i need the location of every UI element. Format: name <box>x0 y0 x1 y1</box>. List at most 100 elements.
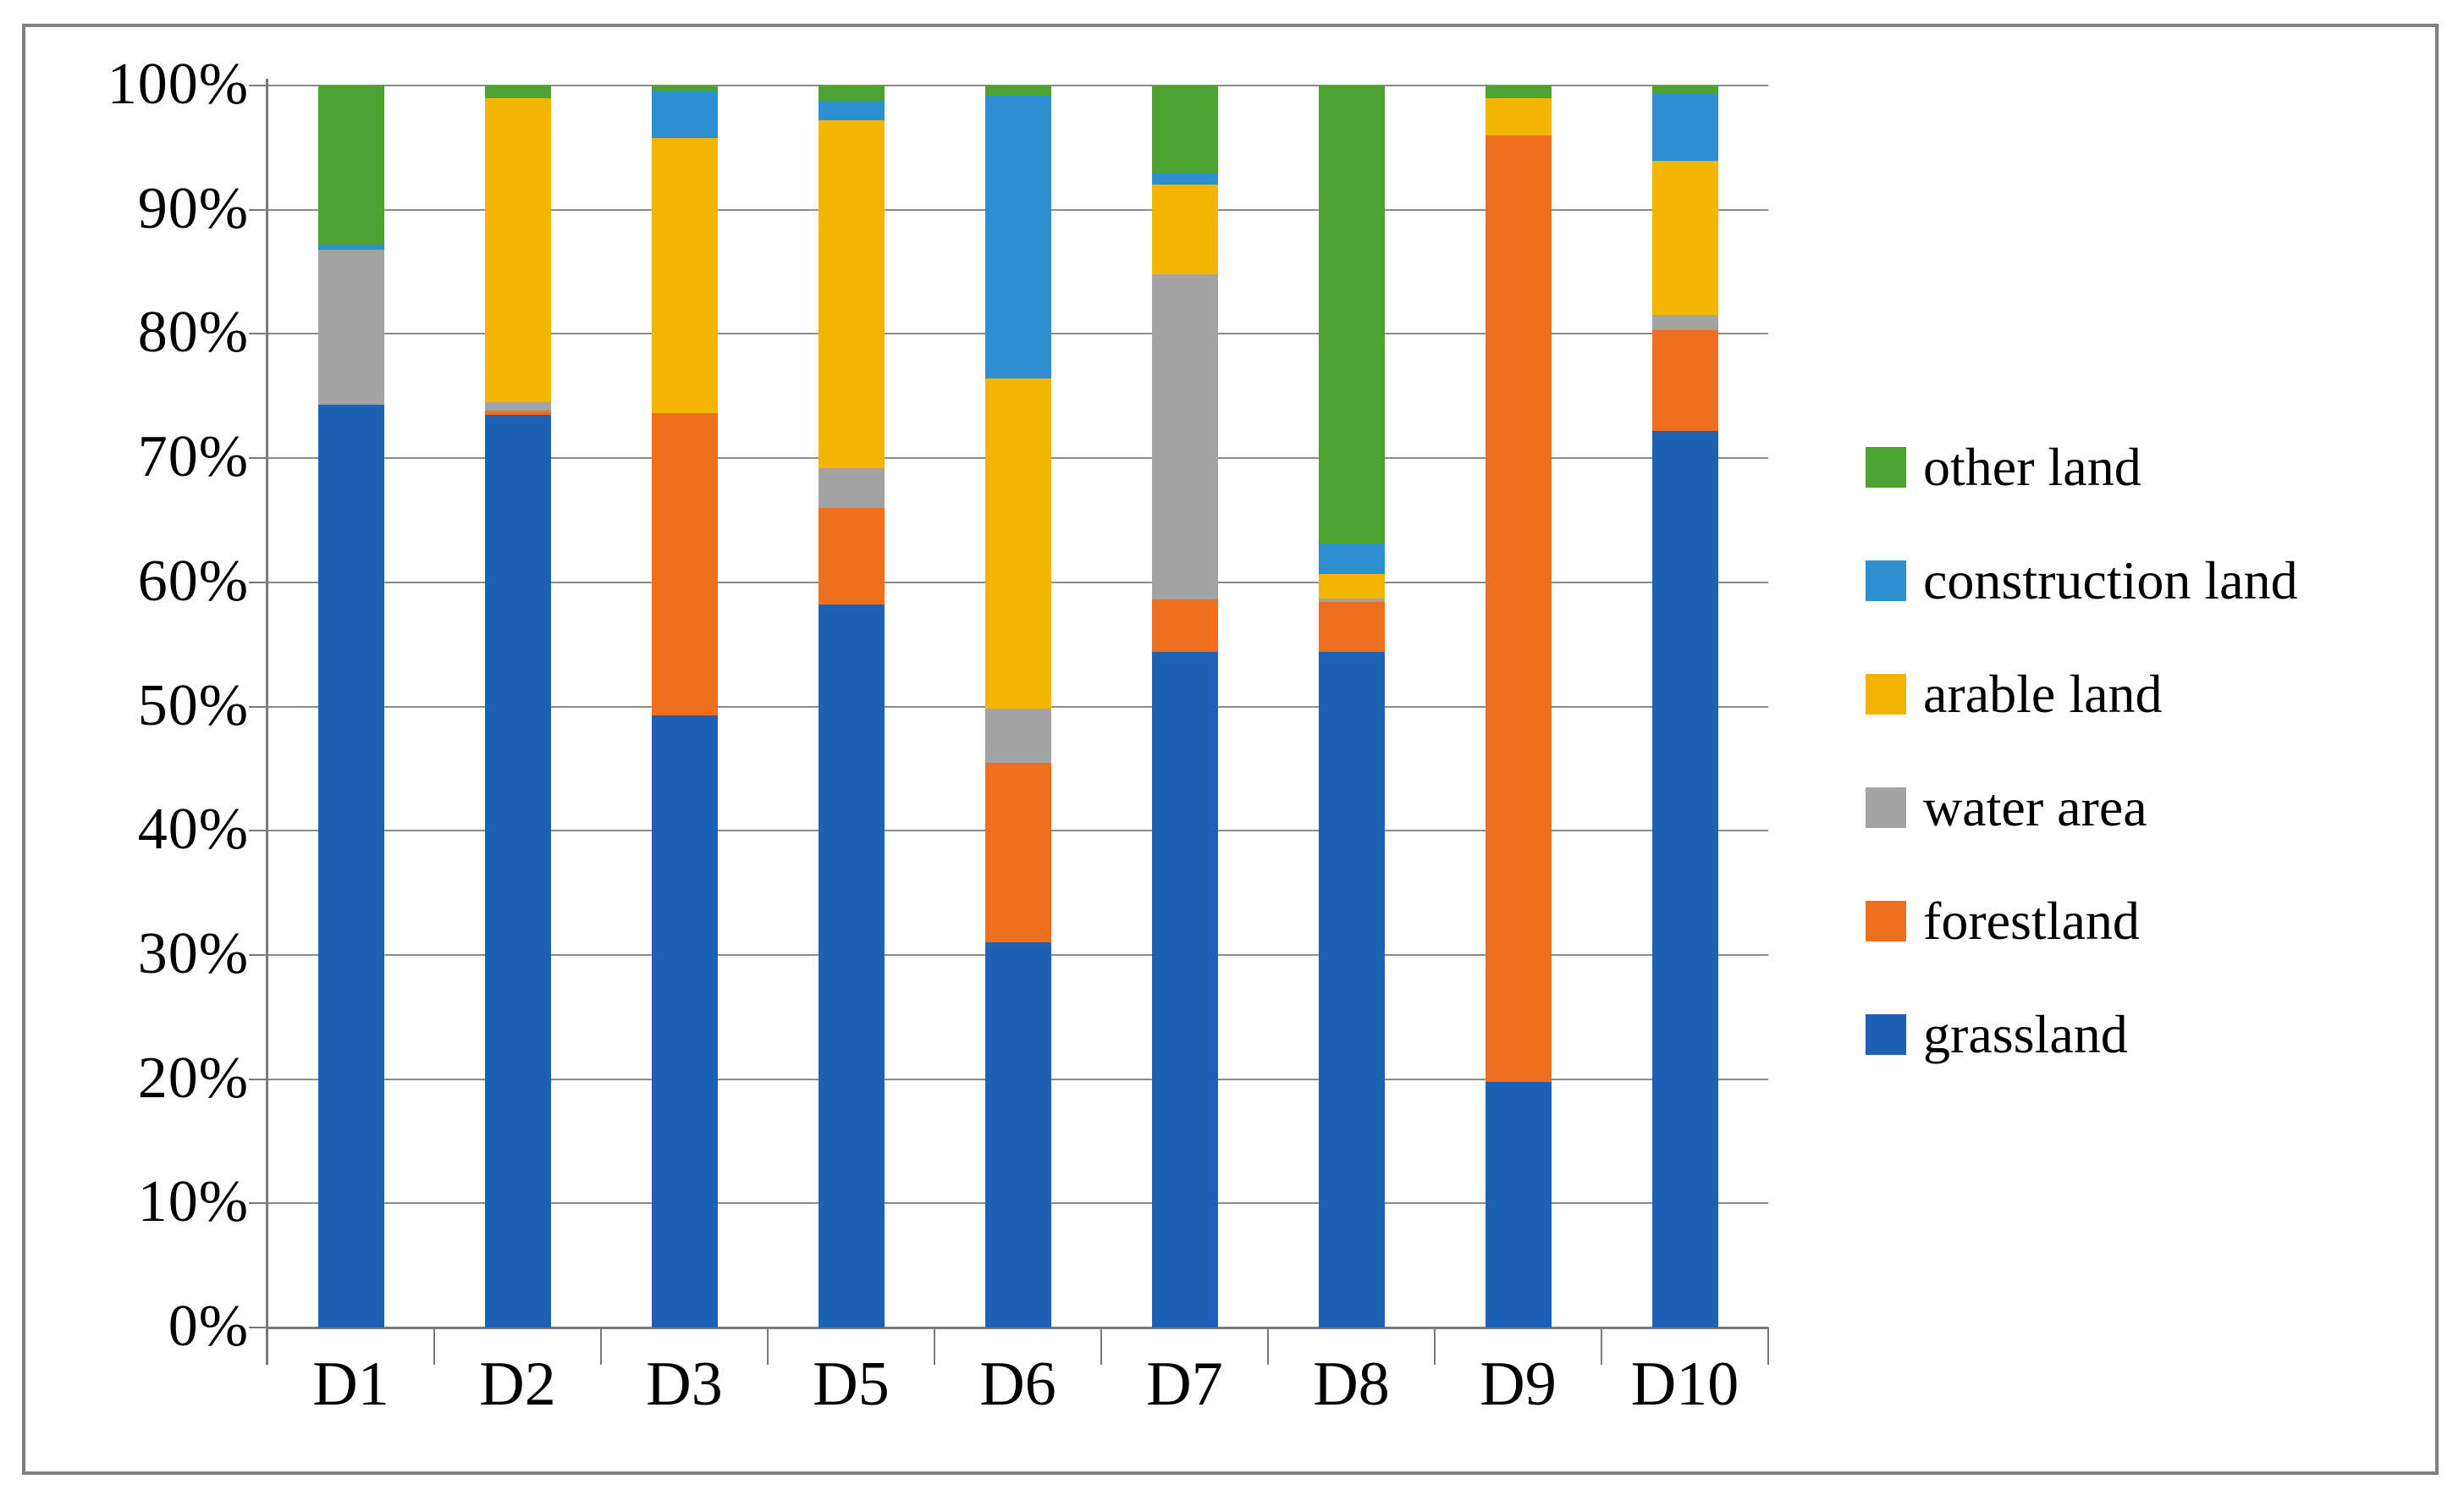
x-axis-category-tick <box>1267 1328 1269 1365</box>
y-axis-tick-label: 50% <box>137 673 249 738</box>
bar-d2-segment-arable-land <box>485 97 551 403</box>
bar-d5-segment-arable-land <box>819 120 885 468</box>
bar-d2-segment-grassland <box>485 414 551 1328</box>
bar-d8-segment-other-land <box>1319 86 1385 544</box>
bar-d10-segment-other-land <box>1652 86 1718 95</box>
x-axis-category-tick <box>934 1328 935 1365</box>
bar-d5-segment-forestland <box>819 507 885 605</box>
x-axis-label-d8: D8 <box>1313 1350 1390 1419</box>
y-tick-80pct <box>249 333 267 334</box>
y-axis-tick-label: 100% <box>107 52 249 117</box>
y-tick-60pct <box>249 582 267 583</box>
bar-d2-segment-other-land <box>485 86 551 98</box>
x-axis-label-d5: D5 <box>813 1350 890 1419</box>
x-axis-label-d10: D10 <box>1630 1350 1739 1419</box>
figure-border <box>22 24 2439 1475</box>
x-axis-category-tick <box>267 1328 268 1365</box>
y-axis-tick-label: 0% <box>168 1294 249 1359</box>
legend-swatch-water-area <box>1866 787 1906 828</box>
bar-d8-segment-grassland <box>1319 651 1385 1328</box>
bar-d6-segment-grassland <box>985 942 1051 1328</box>
legend-swatch-grassland <box>1866 1014 1906 1055</box>
bar-d10-segment-water-area <box>1652 315 1718 330</box>
bar-d6-segment-water-area <box>985 709 1051 763</box>
bar-d9-segment-other-land <box>1486 86 1552 98</box>
bar-d9-segment-arable-land <box>1486 97 1552 135</box>
x-axis-label-d2: D2 <box>479 1350 556 1419</box>
legend-label-grassland: grassland <box>1923 1004 2128 1064</box>
bar-d5-segment-water-area <box>819 467 885 508</box>
bar-d7-segment-construction-land <box>1152 172 1218 185</box>
legend-swatch-forestland <box>1866 901 1906 941</box>
legend-label-water-area: water area <box>1923 777 2147 837</box>
legend-swatch-construction-land <box>1866 560 1906 601</box>
bar-d10-segment-construction-land <box>1652 94 1718 162</box>
legend-label-other-land: other land <box>1923 437 2142 497</box>
x-axis-line <box>267 1327 1768 1329</box>
bar-d6-segment-arable-land <box>985 378 1051 709</box>
y-axis-tick-label: 40% <box>137 797 249 862</box>
bar-d3-segment-forestland <box>652 413 718 715</box>
bar-d7-segment-arable-land <box>1152 185 1218 274</box>
y-tick-90pct <box>249 209 267 211</box>
y-axis-tick-label: 10% <box>137 1169 249 1234</box>
bar-d7-segment-forestland <box>1152 599 1218 652</box>
y-axis-tick-label: 80% <box>137 300 249 365</box>
bar-d5-segment-construction-land <box>819 100 885 121</box>
legend-swatch-arable-land <box>1866 674 1906 715</box>
y-tick-0pct <box>249 1327 267 1328</box>
bar-d7-segment-grassland <box>1152 651 1218 1328</box>
bar-d8-segment-construction-land <box>1319 544 1385 574</box>
bar-d9-segment-forestland <box>1486 135 1552 1082</box>
bar-d3-segment-arable-land <box>652 137 718 414</box>
x-axis-category-tick <box>1601 1328 1602 1365</box>
legend-label-forestland: forestland <box>1923 891 2140 951</box>
bar-d6-segment-forestland <box>985 762 1051 943</box>
y-tick-20pct <box>249 1079 267 1080</box>
x-axis-category-tick <box>1434 1328 1436 1365</box>
x-axis-label-d9: D9 <box>1480 1350 1557 1419</box>
bar-d8-segment-forestland <box>1319 602 1385 652</box>
y-tick-30pct <box>249 954 267 956</box>
x-axis-category-tick <box>1100 1328 1102 1365</box>
x-axis-category-tick <box>433 1328 435 1365</box>
bar-d8-segment-arable-land <box>1319 573 1385 599</box>
x-axis-label-d6: D6 <box>979 1350 1056 1419</box>
bar-d1-segment-grassland <box>318 405 384 1328</box>
bar-d6-segment-construction-land <box>985 95 1051 379</box>
y-axis-tick-label: 90% <box>137 176 249 241</box>
bar-d8-segment-water-area <box>1319 598 1385 603</box>
bar-d3-segment-construction-land <box>652 90 718 138</box>
bar-d2-segment-water-area <box>485 402 551 411</box>
bar-d5-segment-grassland <box>819 604 885 1328</box>
x-axis-category-tick <box>600 1328 602 1365</box>
bar-d7-segment-water-area <box>1152 273 1218 600</box>
bar-d2-segment-forestland <box>485 411 551 415</box>
x-axis-category-tick <box>767 1328 769 1365</box>
bar-d10-segment-grassland <box>1652 430 1718 1328</box>
bar-d3-segment-grassland <box>652 715 718 1328</box>
bar-d1-segment-water-area <box>318 249 384 406</box>
y-axis-tick-label: 60% <box>137 549 249 614</box>
x-axis-category-tick <box>1767 1328 1769 1365</box>
bar-d3-segment-other-land <box>652 86 718 91</box>
y-tick-70pct <box>249 457 267 459</box>
y-axis-line <box>266 79 268 1365</box>
legend-label-arable-land: arable land <box>1923 664 2163 724</box>
legend-label-construction-land: construction land <box>1923 550 2298 610</box>
x-axis-label-d1: D1 <box>312 1350 389 1419</box>
y-tick-100pct <box>249 85 267 86</box>
bar-d1-segment-other-land <box>318 86 384 245</box>
y-axis-tick-label: 20% <box>137 1046 249 1111</box>
bar-d9-segment-grassland <box>1486 1081 1552 1328</box>
y-tick-40pct <box>249 830 267 831</box>
y-axis-tick-label: 70% <box>137 424 249 489</box>
x-axis-label-d3: D3 <box>646 1350 723 1419</box>
bar-d6-segment-other-land <box>985 86 1051 96</box>
bar-d1-segment-construction-land <box>318 244 384 250</box>
y-tick-50pct <box>249 706 267 708</box>
y-axis-tick-label: 30% <box>137 921 249 986</box>
bar-d10-segment-arable-land <box>1652 161 1718 316</box>
y-tick-10pct <box>249 1202 267 1204</box>
